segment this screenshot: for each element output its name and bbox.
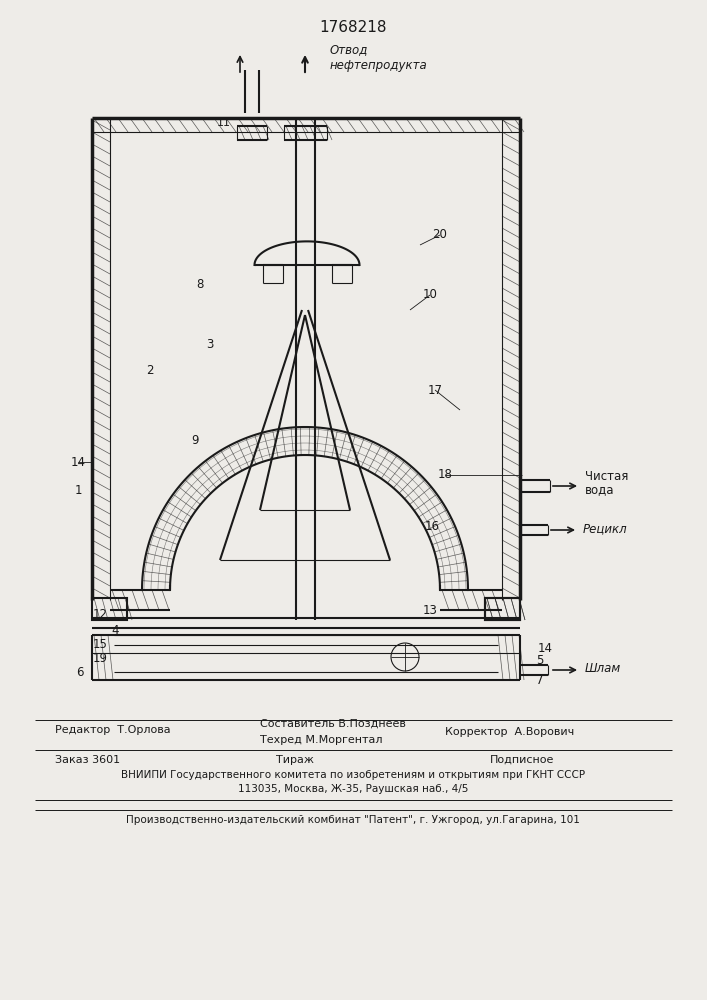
- Text: Рецикл: Рецикл: [583, 522, 628, 536]
- Text: 14: 14: [537, 642, 552, 654]
- Text: ВНИИПИ Государственного комитета по изобретениям и открытиям при ГКНТ СССР: ВНИИПИ Государственного комитета по изоб…: [121, 770, 585, 780]
- Text: Корректор  А.Ворович: Корректор А.Ворович: [445, 727, 574, 737]
- Text: 6: 6: [76, 666, 83, 678]
- Text: 13: 13: [423, 603, 438, 616]
- Text: 17: 17: [428, 383, 443, 396]
- Text: 15: 15: [93, 639, 107, 652]
- Text: 11: 11: [217, 118, 231, 128]
- Text: 10: 10: [423, 288, 438, 302]
- Bar: [485, 598, 520, 620]
- Text: Отвод: Отвод: [330, 43, 368, 56]
- Text: Редактор  Т.Орлова: Редактор Т.Орлова: [55, 725, 170, 735]
- Text: 18: 18: [438, 468, 452, 482]
- Text: нефтепродукта: нефтепродукта: [330, 60, 428, 73]
- Text: 2: 2: [146, 363, 153, 376]
- Text: 20: 20: [433, 229, 448, 241]
- Bar: [92, 598, 127, 620]
- Text: 1768218: 1768218: [320, 20, 387, 35]
- Text: Составитель В.Позднеев: Составитель В.Позднеев: [260, 719, 406, 729]
- Text: 9: 9: [192, 434, 199, 446]
- Text: 14: 14: [71, 456, 86, 468]
- Text: Подписное: Подписное: [490, 755, 554, 765]
- Text: Производственно-издательский комбинат "Патент", г. Ужгород, ул.Гагарина, 101: Производственно-издательский комбинат "П…: [126, 815, 580, 825]
- Text: 4: 4: [111, 624, 119, 637]
- Text: Тираж: Тираж: [276, 755, 314, 765]
- Bar: [485, 598, 520, 620]
- Text: вода: вода: [585, 484, 614, 496]
- Text: 8: 8: [197, 278, 204, 292]
- Text: 3: 3: [206, 338, 214, 352]
- Text: 7: 7: [536, 674, 544, 686]
- Text: Шлам: Шлам: [585, 662, 621, 676]
- Text: Техред М.Моргентал: Техред М.Моргентал: [260, 735, 382, 745]
- Text: 19: 19: [93, 652, 107, 664]
- Text: 16: 16: [424, 520, 440, 534]
- Text: 5: 5: [537, 654, 544, 666]
- Text: 1: 1: [74, 484, 82, 496]
- Text: Чистая: Чистая: [585, 471, 629, 484]
- Text: 12: 12: [93, 608, 107, 621]
- Text: Заказ 3601: Заказ 3601: [55, 755, 120, 765]
- Text: 113035, Москва, Ж-35, Раушская наб., 4/5: 113035, Москва, Ж-35, Раушская наб., 4/5: [238, 784, 468, 794]
